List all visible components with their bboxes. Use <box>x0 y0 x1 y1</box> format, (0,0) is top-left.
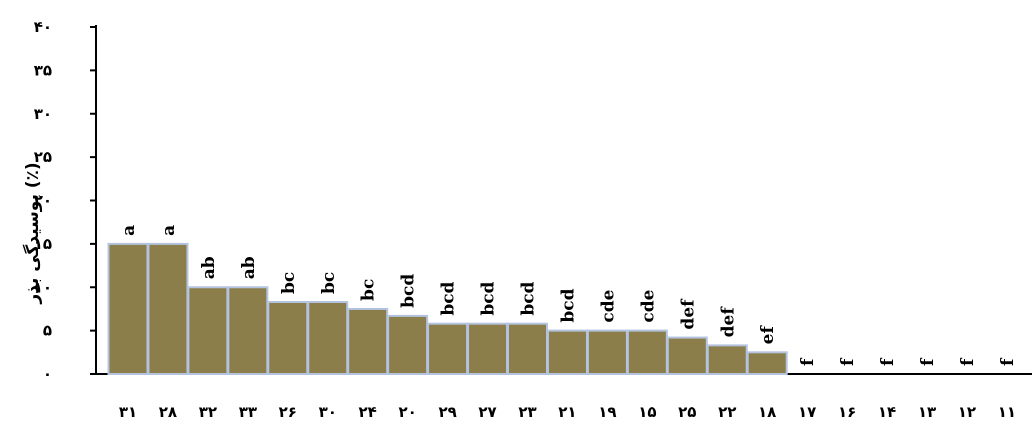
x-tick-label: ۱۲ <box>958 403 976 421</box>
x-tick-label: ۲۵ <box>678 403 696 421</box>
y-tick-label: ۵ <box>43 322 52 340</box>
significance-letter: f <box>798 357 818 366</box>
x-tick-label: ۱۸ <box>758 403 776 421</box>
x-tick-label: ۲۶ <box>279 403 297 421</box>
bar <box>107 242 149 375</box>
x-tick-label: ۲۸ <box>159 403 177 421</box>
significance-letter: bc <box>359 279 379 301</box>
bar <box>227 286 269 375</box>
y-tick-label: ۲۰ <box>34 192 52 210</box>
x-tick-label: ۲۰ <box>398 403 416 421</box>
significance-letter: def <box>678 298 698 330</box>
bar <box>307 300 349 375</box>
x-tick-label: ۱۶ <box>838 403 856 421</box>
x-tick-label: ۲۷ <box>478 403 496 421</box>
x-tick-labels: ۳۱ ۲۸ ۳۲ ۳۳ ۲۶ ۳۰ ۲۴ ۲۰ ۲۹ ۲۷ ۲۳ ۲۱ ۱۹ ۱۵ ۲۵ ۲۲ ۱۸ ۱۷ ۱۶ ۱۴… <box>119 403 1016 421</box>
y-tick-label: ۲۵ <box>34 148 52 166</box>
significance-letter: a <box>159 225 179 236</box>
significance-letter: bcd <box>558 288 578 322</box>
y-tick-label: ۱۰ <box>34 278 52 296</box>
bar <box>746 351 788 375</box>
bars <box>107 242 788 376</box>
significance-letter: f <box>838 357 858 366</box>
x-tick-label: ۱۱ <box>998 403 1016 421</box>
significance-letter: ef <box>758 324 778 344</box>
significance-letter: cde <box>598 289 618 322</box>
significance-letter: f <box>958 357 978 366</box>
x-tick-label: ۱۳ <box>918 403 936 421</box>
x-tick-label: ۱۹ <box>598 403 616 421</box>
y-axis-label-group: پوسیدگی بذر (٪) <box>22 162 43 304</box>
significance-letter: ab <box>239 256 259 279</box>
x-tick-label: ۲۲ <box>718 403 736 421</box>
x-tick-label: ۱۷ <box>798 403 816 421</box>
significance-letter: f <box>878 357 898 366</box>
x-tick-label: ۲۹ <box>438 403 456 421</box>
x-tick-label: ۳۳ <box>239 403 257 421</box>
significance-letter: def <box>718 306 738 338</box>
bar <box>187 286 229 375</box>
significance-letter: bcd <box>439 281 459 315</box>
significance-letter: f <box>998 357 1018 366</box>
significance-letter: bc <box>279 272 299 294</box>
x-tick-label: ۲۱ <box>558 403 576 421</box>
x-tick-label: ۳۲ <box>199 403 217 421</box>
significance-letter: ab <box>199 256 219 279</box>
significance-letter: bcd <box>399 274 419 308</box>
bar <box>267 300 309 375</box>
significance-letter: cde <box>638 289 658 322</box>
x-tick-label: ۲۳ <box>518 403 536 421</box>
significance-letter: f <box>918 357 938 366</box>
bar <box>626 329 668 375</box>
significance-letter: bcd <box>519 281 539 315</box>
bar <box>706 344 748 375</box>
bar <box>666 336 708 376</box>
y-tick-label: ۳۵ <box>34 61 52 79</box>
bar <box>387 314 429 376</box>
bar <box>427 322 469 375</box>
x-tick-label: ۲۴ <box>359 403 377 421</box>
bar <box>467 322 509 375</box>
bar <box>507 322 548 375</box>
y-tick-label: ۳۰ <box>34 105 52 123</box>
x-tick-label: ۳۰ <box>319 403 337 421</box>
x-tick-label: ۱۵ <box>638 403 656 421</box>
bar <box>147 242 189 375</box>
y-tick-label: ۰ <box>43 365 52 383</box>
x-tick-label: ۱۴ <box>878 403 896 421</box>
y-ticks: ۰ ۵ ۱۰ ۱۵ ۲۰ ۲۵ ۳۰ ۳۵ ۴۰ <box>34 18 96 383</box>
significance-letter: bc <box>319 272 339 294</box>
bar <box>586 329 628 375</box>
bar <box>546 329 588 375</box>
x-tick-label: ۳۱ <box>119 403 137 421</box>
y-axis-label: پوسیدگی بذر (٪) <box>22 162 43 304</box>
y-tick-label: ۴۰ <box>34 18 52 36</box>
bar <box>347 307 389 375</box>
y-tick-label: ۱۵ <box>34 235 52 253</box>
significance-letter: a <box>119 225 139 236</box>
significance-letter: bcd <box>479 281 499 315</box>
